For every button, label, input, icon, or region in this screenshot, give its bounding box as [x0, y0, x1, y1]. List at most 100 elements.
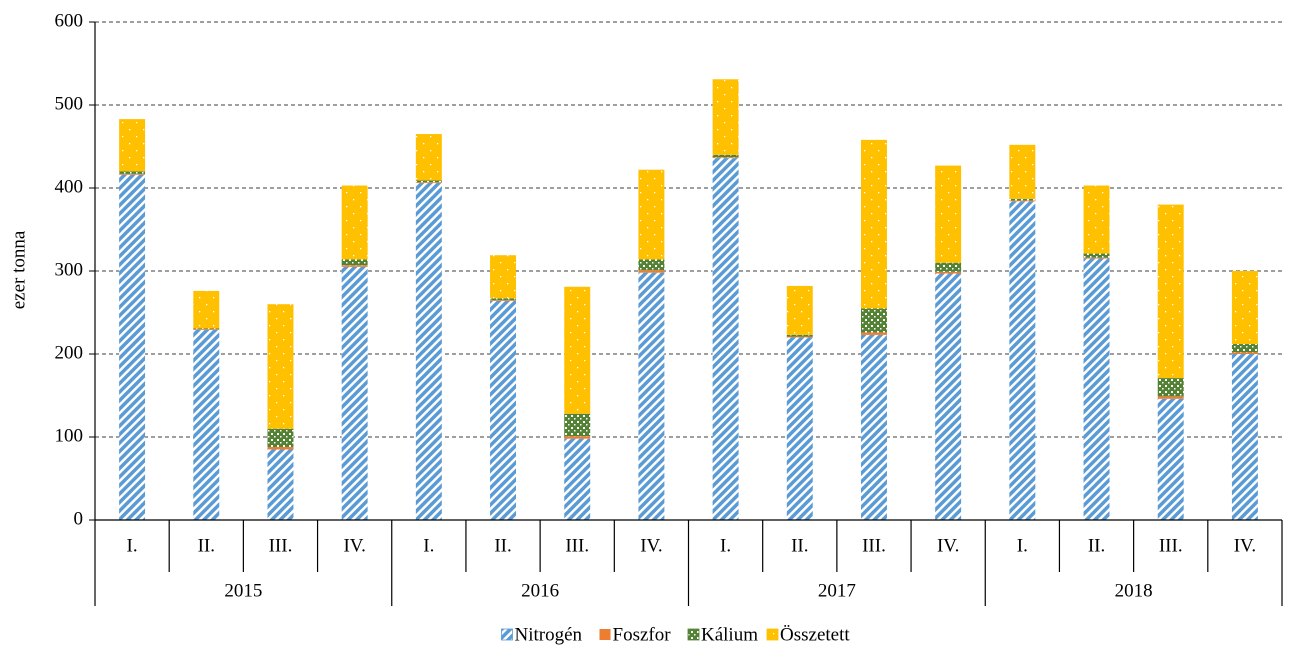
bar-segment: [786, 337, 813, 520]
bar-segment: [638, 272, 665, 520]
bar-segment: [193, 329, 220, 330]
bar-segment: [935, 271, 962, 274]
bar-segment: [1083, 185, 1110, 254]
bar-segment: [1157, 378, 1184, 397]
bar-segment: [490, 255, 517, 299]
bar-segment: [1157, 398, 1184, 520]
x-tick-label: III.: [862, 535, 886, 556]
bar-segment: [1009, 201, 1036, 520]
x-tick-label: I.: [720, 535, 731, 556]
x-tick-label: II.: [494, 535, 511, 556]
bar-segment: [786, 334, 813, 337]
bar-segment: [712, 79, 739, 155]
bar-segment: [415, 134, 442, 181]
group-label: 2018: [1115, 580, 1153, 601]
bar-segment: [1231, 271, 1258, 345]
bar-segment: [1231, 354, 1258, 520]
bar-segment: [564, 286, 591, 414]
bar-segment: [119, 174, 146, 520]
bar-segment: [193, 328, 220, 330]
bar-segment: [564, 413, 591, 437]
y-tick-label: 100: [55, 425, 84, 446]
x-tick-label: I.: [423, 535, 434, 556]
bar-segment: [415, 182, 442, 184]
x-tick-label: IV.: [937, 535, 959, 556]
bar-segment: [935, 262, 962, 272]
legend-label: Kálium: [701, 624, 758, 645]
bar-segment: [638, 259, 665, 271]
bar-segment: [860, 334, 887, 520]
bar-segment: [860, 139, 887, 309]
bar-segment: [786, 336, 813, 338]
bar-segment: [786, 285, 813, 335]
legend-label: Összetett: [780, 624, 850, 645]
x-tick-label: I.: [127, 535, 138, 556]
bar-segment: [1157, 396, 1184, 399]
bar-segment: [341, 185, 368, 260]
y-tick-label: 500: [55, 93, 84, 114]
bar-segment: [341, 259, 368, 266]
y-tick-label: 400: [55, 176, 84, 197]
legend-swatch: [766, 628, 779, 641]
x-tick-label: III.: [565, 535, 589, 556]
bar-segment: [712, 158, 739, 520]
bar-segment: [1009, 144, 1036, 199]
bar-segment: [1009, 198, 1036, 201]
bar-segment: [1231, 344, 1258, 353]
x-tick-label: III.: [269, 535, 293, 556]
x-tick-label: II.: [198, 535, 215, 556]
legend-swatch: [501, 628, 513, 641]
bar-segment: [638, 169, 665, 260]
bar-segment: [1231, 352, 1258, 354]
bar-segment: [119, 171, 146, 174]
bar-segment: [341, 265, 368, 267]
bar-segment: [712, 157, 739, 159]
bar-segment: [415, 180, 442, 183]
x-tick-label: IV.: [1234, 535, 1256, 556]
bar-segment: [1157, 204, 1184, 379]
y-axis-label: ezer tonna: [8, 230, 29, 309]
bar-segment: [119, 173, 146, 175]
bar-segment: [860, 332, 887, 335]
bar-segment: [490, 298, 517, 301]
bar-segment: [564, 436, 591, 439]
bar-segment: [267, 449, 294, 520]
group-label: 2015: [224, 580, 262, 601]
bar-segment: [712, 154, 739, 158]
x-tick-label: IV.: [343, 535, 365, 556]
bar-segment: [1083, 253, 1110, 258]
bar-segment: [1009, 200, 1036, 202]
bar-segment: [267, 446, 294, 450]
x-tick-label: III.: [1159, 535, 1183, 556]
bar-segment: [119, 119, 146, 172]
y-tick-label: 200: [55, 342, 84, 363]
bar-segment: [935, 273, 962, 520]
y-tick-label: 0: [74, 508, 84, 529]
bar-segment: [1083, 258, 1110, 520]
legend-swatch: [599, 629, 611, 640]
bar-segment: [638, 270, 665, 273]
bar-segment: [860, 308, 887, 333]
bar-segment: [267, 304, 294, 429]
legend-swatch: [687, 628, 700, 641]
bar-segment: [415, 183, 442, 520]
bar-segment: [341, 266, 368, 520]
x-tick-label: I.: [1017, 535, 1028, 556]
bar-segment: [1083, 257, 1110, 259]
bar-segment: [193, 290, 220, 329]
bar-segment: [267, 428, 294, 447]
bar-segment: [490, 300, 517, 520]
legend-label: Foszfor: [613, 624, 672, 645]
y-tick-label: 300: [55, 259, 84, 280]
bar-segment: [490, 300, 517, 301]
x-tick-label: II.: [791, 535, 808, 556]
y-tick-label: 600: [55, 10, 84, 31]
legend-label: Nitrogén: [515, 624, 583, 645]
bar-segment: [935, 165, 962, 263]
bar-segment: [193, 329, 220, 520]
group-label: 2016: [521, 580, 559, 601]
bar-segment: [564, 438, 591, 520]
x-tick-label: IV.: [640, 535, 662, 556]
x-tick-label: II.: [1088, 535, 1105, 556]
